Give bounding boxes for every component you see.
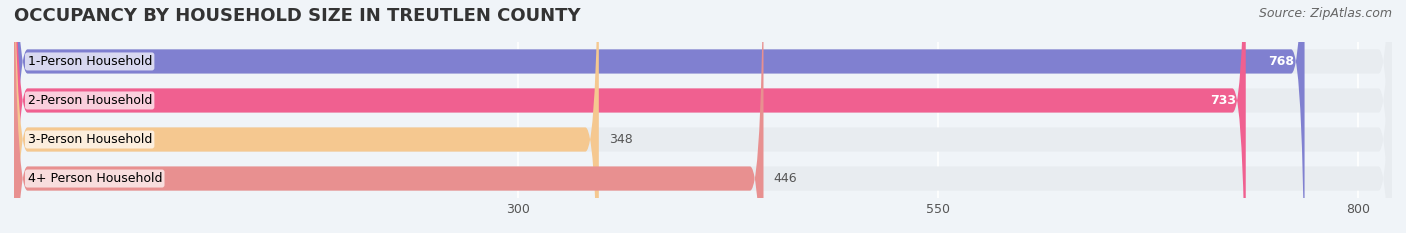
FancyBboxPatch shape <box>14 0 763 233</box>
Text: 1-Person Household: 1-Person Household <box>28 55 152 68</box>
FancyBboxPatch shape <box>14 0 1392 233</box>
Text: 768: 768 <box>1268 55 1295 68</box>
Text: 348: 348 <box>609 133 633 146</box>
FancyBboxPatch shape <box>14 0 599 233</box>
Text: 446: 446 <box>773 172 797 185</box>
Text: 4+ Person Household: 4+ Person Household <box>28 172 162 185</box>
Text: OCCUPANCY BY HOUSEHOLD SIZE IN TREUTLEN COUNTY: OCCUPANCY BY HOUSEHOLD SIZE IN TREUTLEN … <box>14 7 581 25</box>
FancyBboxPatch shape <box>14 0 1305 233</box>
Text: 733: 733 <box>1209 94 1236 107</box>
FancyBboxPatch shape <box>14 0 1392 233</box>
Text: 3-Person Household: 3-Person Household <box>28 133 152 146</box>
FancyBboxPatch shape <box>14 0 1246 233</box>
Text: 2-Person Household: 2-Person Household <box>28 94 152 107</box>
Text: Source: ZipAtlas.com: Source: ZipAtlas.com <box>1258 7 1392 20</box>
FancyBboxPatch shape <box>14 0 1392 233</box>
FancyBboxPatch shape <box>14 0 1392 233</box>
